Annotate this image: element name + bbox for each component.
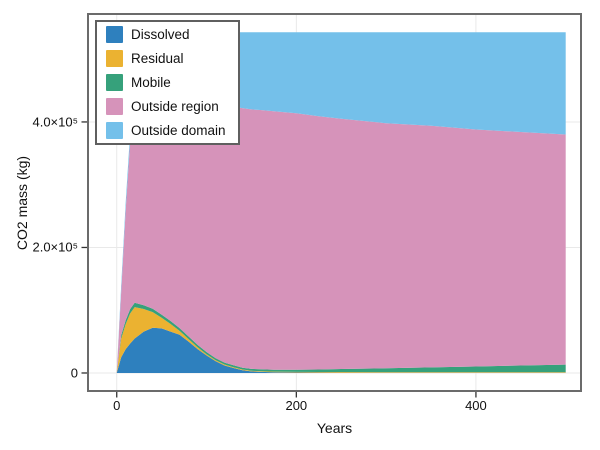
plot-frame (87, 13, 582, 392)
legend-label-residual: Residual (131, 50, 184, 66)
legend-item-outside-region: Outside region (106, 98, 226, 115)
area-outside-region (116, 100, 566, 373)
legend-item-residual: Residual (106, 50, 226, 67)
legend-label-outside-domain: Outside domain (131, 122, 226, 138)
legend-item-dissolved: Dissolved (106, 26, 226, 43)
legend-swatch-dissolved (106, 26, 123, 43)
y-tick-label-1: 2.0×10⁵ (32, 239, 78, 255)
legend-swatch-residual (106, 50, 123, 67)
area-dissolved (116, 327, 566, 373)
area-outside-domain (116, 32, 566, 373)
x-tick-label-2: 400 (465, 398, 487, 413)
legend-swatch-outside-domain (106, 122, 123, 139)
legend-label-dissolved: Dissolved (131, 26, 190, 42)
legend-label-outside-region: Outside region (131, 98, 219, 114)
x-axis-label: Years (316, 420, 353, 436)
y-tick-label-0: 0 (70, 365, 78, 381)
legend: Dissolved Residual Mobile Outside region Out… (95, 20, 240, 145)
x-tick-label-0: 0 (113, 398, 121, 413)
area-mobile (116, 302, 566, 373)
legend-item-outside-domain: Outside domain (106, 122, 226, 139)
legend-label-mobile: Mobile (131, 74, 171, 90)
legend-swatch-mobile (106, 74, 123, 91)
y-axis-label: CO2 mass (kg) (14, 155, 30, 250)
legend-swatch-outside-region (106, 98, 123, 115)
x-tick-label-1: 200 (285, 398, 308, 413)
legend-item-mobile: Mobile (106, 74, 226, 91)
y-tick-label-2: 4.0×10⁵ (32, 114, 78, 130)
